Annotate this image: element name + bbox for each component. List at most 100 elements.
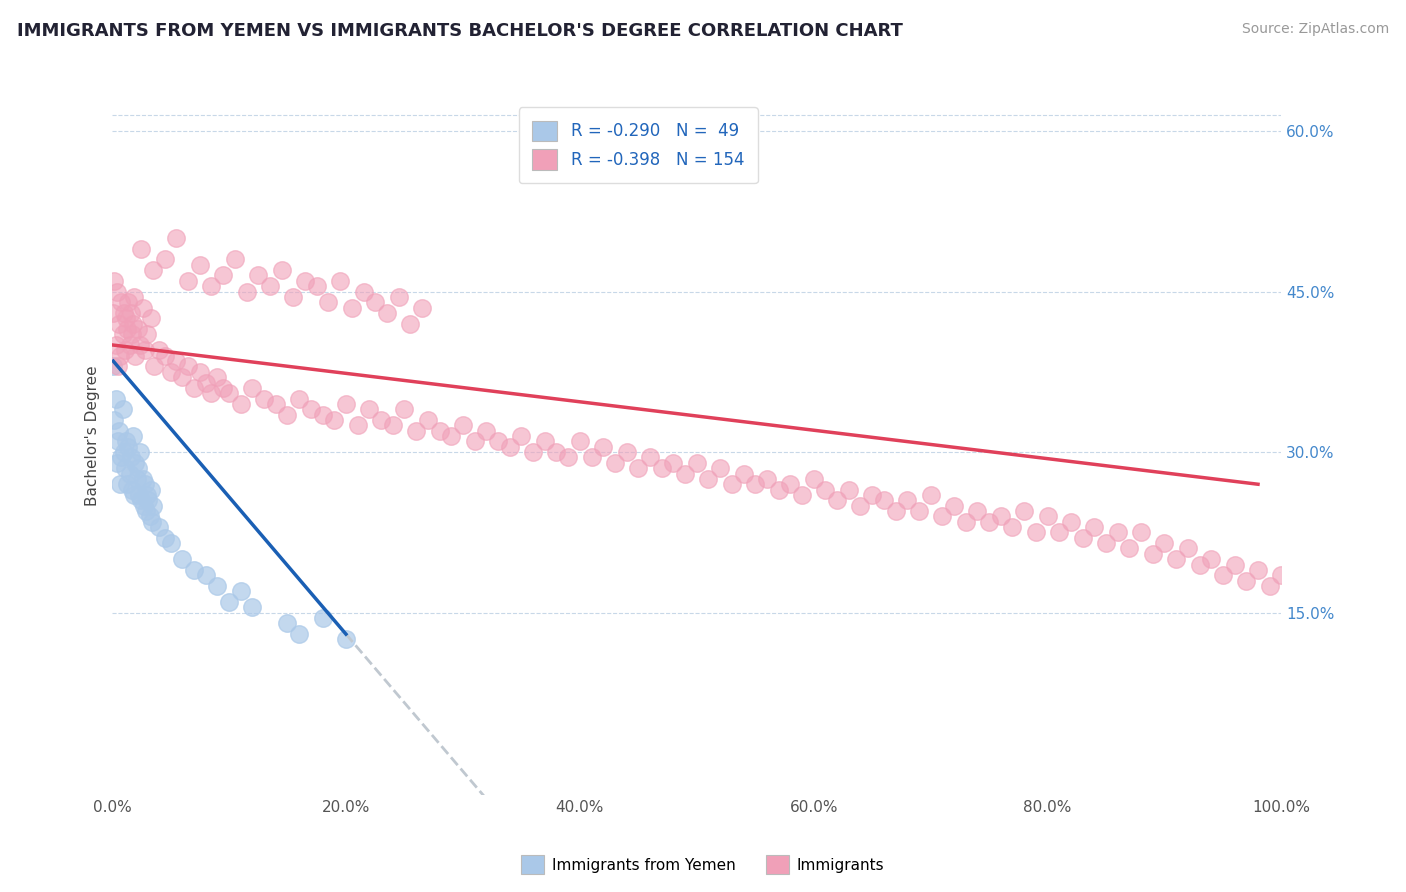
Point: [118, 467, 141, 481]
Point: [1270, 568, 1292, 582]
Point: [276, 408, 298, 422]
Point: [103, 306, 125, 320]
Point: [103, 274, 125, 288]
Point: [346, 418, 368, 433]
Point: [662, 456, 685, 470]
Point: [135, 504, 157, 518]
Point: [138, 509, 160, 524]
Point: [125, 472, 148, 486]
Point: [129, 445, 152, 459]
Point: [603, 456, 626, 470]
Point: [194, 376, 217, 390]
Point: [364, 295, 387, 310]
Point: [148, 343, 170, 358]
Point: [235, 285, 257, 299]
Point: [1036, 509, 1059, 524]
Legend: Immigrants from Yemen, Immigrants: Immigrants from Yemen, Immigrants: [516, 849, 890, 880]
Point: [108, 424, 131, 438]
Point: [194, 568, 217, 582]
Point: [966, 504, 988, 518]
Point: [200, 386, 222, 401]
Point: [124, 290, 146, 304]
Point: [253, 392, 276, 406]
Point: [212, 381, 235, 395]
Point: [522, 445, 544, 459]
Point: [546, 445, 568, 459]
Point: [104, 338, 127, 352]
Point: [136, 488, 159, 502]
Point: [134, 477, 156, 491]
Point: [955, 515, 977, 529]
Point: [118, 338, 141, 352]
Point: [411, 301, 433, 315]
Point: [814, 483, 837, 497]
Point: [394, 402, 416, 417]
Point: [112, 306, 135, 320]
Point: [153, 531, 176, 545]
Point: [768, 483, 790, 497]
Point: [110, 349, 132, 363]
Point: [686, 456, 709, 470]
Point: [138, 493, 160, 508]
Point: [103, 413, 125, 427]
Point: [1001, 520, 1024, 534]
Point: [110, 477, 132, 491]
Point: [229, 584, 252, 599]
Point: [1177, 541, 1199, 556]
Point: [359, 402, 381, 417]
Point: [908, 504, 931, 518]
Point: [1107, 525, 1129, 540]
Point: [1118, 541, 1140, 556]
Point: [1025, 525, 1047, 540]
Point: [242, 600, 264, 615]
Point: [112, 445, 135, 459]
Point: [803, 472, 825, 486]
Point: [107, 359, 129, 374]
Point: [124, 349, 146, 363]
Point: [270, 263, 292, 277]
Point: [375, 306, 398, 320]
Legend: R = -0.290   N =  49, R = -0.398   N = 154: R = -0.290 N = 49, R = -0.398 N = 154: [519, 107, 758, 183]
Point: [117, 477, 139, 491]
Point: [370, 413, 392, 427]
Point: [110, 450, 132, 465]
Point: [165, 231, 187, 245]
Point: [387, 290, 409, 304]
Point: [838, 483, 860, 497]
Point: [931, 509, 953, 524]
Text: IMMIGRANTS FROM YEMEN VS IMMIGRANTS BACHELOR'S DEGREE CORRELATION CHART: IMMIGRANTS FROM YEMEN VS IMMIGRANTS BACH…: [17, 22, 903, 40]
Point: [709, 461, 731, 475]
Point: [218, 595, 240, 609]
Point: [115, 434, 138, 449]
Point: [733, 467, 755, 481]
Point: [139, 483, 162, 497]
Point: [120, 306, 142, 320]
Point: [207, 370, 229, 384]
Point: [122, 317, 145, 331]
Point: [127, 461, 149, 475]
Point: [124, 456, 146, 470]
Point: [127, 322, 149, 336]
Point: [111, 327, 134, 342]
Point: [416, 413, 439, 427]
Point: [486, 434, 509, 449]
Point: [318, 295, 340, 310]
Point: [224, 252, 246, 267]
Point: [475, 424, 498, 438]
Point: [1083, 520, 1105, 534]
Point: [107, 434, 129, 449]
Point: [188, 365, 211, 379]
Point: [294, 274, 316, 288]
Point: [1223, 558, 1246, 572]
Point: [651, 461, 673, 475]
Point: [1130, 525, 1153, 540]
Point: [329, 274, 352, 288]
Point: [177, 359, 200, 374]
Point: [247, 268, 270, 283]
Point: [399, 317, 422, 331]
Point: [299, 402, 322, 417]
Point: [153, 252, 176, 267]
Point: [429, 424, 451, 438]
Point: [143, 359, 166, 374]
Point: [229, 397, 252, 411]
